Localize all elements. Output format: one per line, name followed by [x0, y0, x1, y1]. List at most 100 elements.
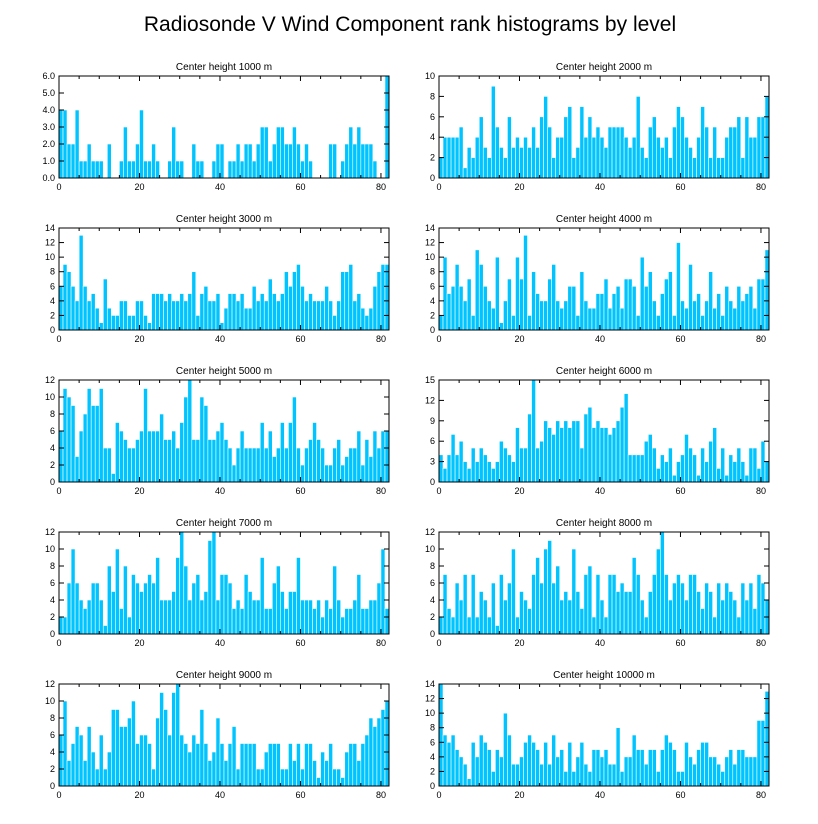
histogram-bar	[215, 599, 221, 635]
histogram-bar	[611, 574, 617, 635]
x-tick-label: 20	[514, 638, 524, 648]
y-tick-label: 8	[430, 91, 435, 101]
histogram-bar	[599, 293, 605, 331]
histogram-bar	[78, 599, 84, 635]
panel-title: Center height 2000 m	[556, 62, 652, 73]
y-tick-label: 4.0	[42, 105, 55, 115]
histogram-bar	[384, 608, 390, 635]
histogram-bar	[155, 430, 160, 483]
x-tick-label: 40	[215, 790, 225, 800]
histogram-bar	[567, 427, 573, 483]
histogram-bar	[155, 293, 160, 331]
histogram-bar	[119, 430, 124, 483]
x-tick-label: 80	[376, 638, 386, 648]
histogram-bar	[603, 147, 609, 179]
histogram-bar	[736, 116, 742, 179]
histogram-bar	[688, 447, 693, 483]
histogram-bar	[219, 143, 225, 179]
y-tick-label: 0	[430, 325, 435, 335]
histogram-bar	[491, 468, 496, 483]
histogram-bar	[724, 285, 730, 331]
histogram-bar	[155, 160, 160, 179]
histogram-bar	[179, 293, 185, 331]
histogram-bar	[364, 734, 370, 787]
histogram-bar	[591, 307, 597, 331]
histogram-bar	[499, 147, 504, 179]
x-tick-label: 80	[376, 334, 386, 344]
x-tick-label: 20	[514, 334, 524, 344]
histogram-bar	[312, 608, 317, 635]
histogram-bar	[535, 147, 540, 179]
histogram-bar	[547, 126, 552, 179]
histogram-bar	[316, 599, 321, 635]
histogram-bar	[195, 315, 201, 331]
histogram-bar	[187, 293, 193, 331]
y-tick-label: 12	[45, 375, 55, 385]
y-tick-label: 12	[425, 527, 435, 537]
histogram-bar	[688, 756, 693, 787]
histogram-bar	[680, 771, 685, 787]
histogram-bar	[623, 591, 629, 635]
panel-5: Center height 5000 m 0 20 40 60 80 0 2 4 6 8 10 12	[45, 366, 390, 496]
y-tick-label: 0	[50, 325, 55, 335]
histogram-bar	[131, 700, 136, 787]
panel-title: Center height 9000 m	[176, 670, 272, 681]
histogram-bar	[98, 160, 104, 179]
histogram-bar	[466, 278, 472, 331]
histogram-bar	[660, 147, 665, 179]
histogram-bar	[607, 307, 613, 331]
histogram-bar	[647, 434, 653, 483]
histogram-bar	[527, 734, 532, 787]
histogram-bar	[288, 422, 293, 483]
panel-title: Center height 10000 m	[553, 670, 655, 681]
histogram-bar	[438, 315, 444, 331]
histogram-bar	[507, 278, 512, 331]
histogram-bar	[380, 709, 386, 787]
histogram-bar	[700, 106, 705, 179]
x-tick-label: 40	[595, 486, 605, 496]
histogram-bar	[724, 136, 730, 179]
histogram-bar	[474, 249, 480, 331]
histogram-bar	[135, 582, 140, 635]
histogram-bar	[312, 422, 317, 483]
histogram-bar	[491, 582, 496, 635]
histogram-bar	[607, 763, 613, 787]
histogram-bar	[684, 307, 689, 331]
histogram-bar	[58, 285, 64, 331]
histogram-bar	[223, 439, 229, 483]
histogram-bar	[90, 293, 96, 331]
histogram-bar	[348, 264, 354, 331]
histogram-bar	[360, 307, 366, 331]
histogram-bar	[643, 285, 649, 331]
y-tick-label: 4	[430, 132, 435, 142]
histogram-bar	[159, 413, 164, 483]
histogram-bar	[507, 734, 512, 787]
histogram-bar	[352, 743, 358, 787]
histogram-bar	[647, 591, 653, 635]
histogram-bar	[511, 315, 516, 331]
y-tick-label: 8	[50, 561, 55, 571]
histogram-bar	[276, 126, 281, 179]
histogram-bar	[547, 540, 552, 635]
histogram-bar	[587, 116, 593, 179]
histogram-bar	[458, 440, 464, 483]
histogram-bar	[740, 157, 746, 179]
histogram-bar	[499, 574, 504, 635]
histogram-bar	[344, 456, 350, 483]
histogram-bar	[187, 599, 193, 635]
histogram-bar	[300, 768, 305, 787]
histogram-bar	[656, 468, 661, 483]
x-tick-label: 0	[56, 790, 61, 800]
histogram-bar	[308, 439, 313, 483]
histogram-bar	[227, 160, 233, 179]
histogram-bar	[575, 147, 581, 179]
histogram-bar	[547, 427, 552, 483]
x-tick-label: 0	[436, 182, 441, 192]
histogram-bar	[328, 608, 333, 635]
histogram-bar	[127, 447, 132, 483]
histogram-bar	[647, 126, 653, 179]
histogram-bar	[263, 447, 269, 483]
histogram-bar	[280, 768, 285, 787]
histogram-bar	[78, 160, 84, 179]
y-tick-label: 14	[45, 223, 55, 233]
